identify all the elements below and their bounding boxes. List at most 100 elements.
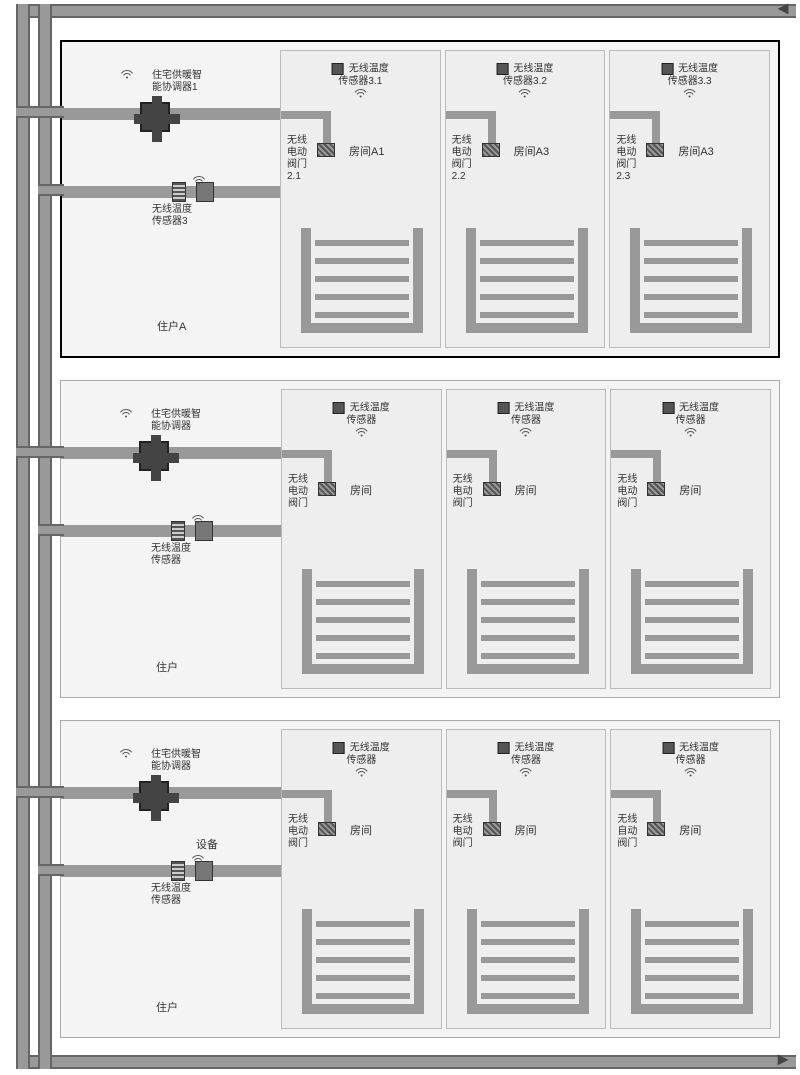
radiator [630, 228, 752, 333]
sensor-icon [662, 742, 674, 754]
household-label: 住户A [157, 318, 186, 334]
unit-return-pipe [62, 186, 314, 198]
flow-arrow-in: ◄ [774, 0, 792, 19]
household-unit: 住宅供暖智能协调器1 无线温度传感器3 住户A 无线温度传感器3.1 无线电动阀… [60, 40, 780, 358]
sensor-icon [497, 63, 509, 75]
coordinator-label: 住宅供暖智能协调器1 [152, 70, 202, 94]
wireless-icon [354, 767, 368, 777]
room-label: 房间 [350, 822, 372, 838]
coordinator-wireless-icon [119, 407, 133, 419]
unit-supply-pipe [61, 787, 313, 799]
riser-return [38, 4, 52, 1069]
room-label: 房间A3 [514, 143, 549, 159]
coordinator-label: 住宅供暖智能协调器 [151, 749, 201, 773]
flow-arrow-out: ► [774, 1049, 792, 1070]
sensor-icon [333, 742, 345, 754]
supply-branch [16, 446, 64, 458]
supply-branch [16, 106, 64, 118]
sensor-icon [498, 402, 510, 414]
sensor-icon [498, 742, 510, 754]
sensor-icon [333, 402, 345, 414]
room-label: 房间 [679, 822, 701, 838]
radiator [467, 569, 589, 674]
return-sensor-wireless-icon [192, 174, 206, 186]
radiator [467, 909, 589, 1014]
room: 无线温度传感器 无线电动阀门 房间 [446, 729, 607, 1029]
room-supply-branch [282, 450, 330, 458]
temp-sensor-label: 无线温度传感器3.3 [661, 63, 718, 100]
return-sensor-wireless-icon [191, 853, 205, 865]
radiator [302, 569, 424, 674]
valve-label: 无线电动阀门2.3 [616, 135, 652, 183]
temp-sensor-text: 无线温度传感器 [346, 403, 389, 426]
wireless-icon [353, 88, 367, 98]
valve-label: 无线电动阀门 [453, 474, 489, 510]
valve-label: 无线电动阀门 [617, 474, 653, 510]
return-branch [38, 184, 64, 196]
household-unit: 住宅供暖智能协调器 无线温度传感器 设备 住户 无线温度传感器 无线电动阀门 房… [60, 720, 780, 1038]
coordinator-wireless-icon [120, 68, 134, 80]
riser-supply [16, 4, 30, 1069]
room: 无线温度传感器 无线电动阀门 房间 [446, 389, 607, 689]
supply-branch [16, 786, 64, 798]
room-supply-branch [611, 790, 659, 798]
radiator [466, 228, 588, 333]
room-label: 房间A3 [678, 143, 713, 159]
temp-sensor-text: 无线温度传感器 [676, 403, 719, 426]
wireless-icon [684, 427, 698, 437]
pipe-flange-icon [171, 861, 185, 881]
sensor-icon [332, 63, 344, 75]
main-return-pipe [16, 1055, 796, 1069]
room-supply-branch [610, 111, 658, 119]
room-supply-branch [446, 111, 494, 119]
temp-sensor-text: 无线温度传感器 [676, 743, 719, 766]
unit-supply-pipe [61, 447, 313, 459]
wireless-icon [354, 427, 368, 437]
room: 无线温度传感器 无线电动阀门 房间 [281, 389, 442, 689]
return-branch [38, 524, 64, 536]
return-branch [38, 864, 64, 876]
valve-label: 无线电动阀门 [453, 814, 489, 850]
room-label: 房间 [515, 482, 537, 498]
wireless-icon [683, 88, 697, 98]
room-supply-branch [611, 450, 659, 458]
rooms-container: 无线温度传感器 无线电动阀门 房间 无线温度传感器 无线电动阀门 房间 无线温度… [281, 729, 771, 1029]
room: 无线温度传感器 无线自动阀门 房间 [610, 729, 771, 1029]
room-supply-branch [447, 790, 495, 798]
valve-label: 无线电动阀门 [288, 814, 324, 850]
household-unit: 住宅供暖智能协调器 无线温度传感器 住户 无线温度传感器 无线电动阀门 房间 无… [60, 380, 780, 698]
radiator [302, 909, 424, 1014]
radiator [631, 909, 753, 1014]
room-label: 房间A1 [349, 143, 384, 159]
temp-sensor-text: 无线温度传感器 [346, 743, 389, 766]
wireless-icon [120, 69, 134, 79]
temp-sensor-label: 无线温度传感器 [662, 742, 719, 779]
room: 无线温度传感器 无线电动阀门 房间 [281, 729, 442, 1029]
unit-return-pipe [61, 865, 313, 877]
room: 无线温度传感器3.2 无线电动阀门2.2 房间A3 [445, 50, 606, 348]
sensor-icon [661, 63, 673, 75]
room-supply-branch [282, 790, 330, 798]
valve-label: 无线自动阀门 [617, 814, 653, 850]
wireless-icon [191, 514, 205, 524]
wireless-icon [519, 767, 533, 777]
unit-supply-pipe [62, 108, 314, 120]
temp-sensor-label: 无线温度传感器 [498, 402, 555, 439]
wireless-icon [191, 854, 205, 864]
temp-sensor-label: 无线温度传感器 [333, 402, 390, 439]
main-supply-pipe [16, 4, 796, 18]
temp-sensor-label: 无线温度传感器 [333, 742, 390, 779]
coordinator-label: 住宅供暖智能协调器 [151, 409, 201, 433]
room: 无线温度传感器3.1 无线电动阀门2.1 房间A1 [280, 50, 441, 348]
household-label: 住户 [156, 999, 178, 1015]
equipment-label: 设备 [196, 836, 218, 852]
temp-sensor-label: 无线温度传感器 [662, 402, 719, 439]
temp-sensor-label: 无线温度传感器 [498, 742, 555, 779]
pipe-flange-icon [171, 521, 185, 541]
room-label: 房间 [679, 482, 701, 498]
wireless-icon [192, 175, 206, 185]
rooms-container: 无线温度传感器3.1 无线电动阀门2.1 房间A1 无线温度传感器3.2 无线电… [280, 50, 770, 348]
valve-label: 无线电动阀门2.2 [452, 135, 488, 183]
wireless-icon [519, 427, 533, 437]
radiator [301, 228, 423, 333]
